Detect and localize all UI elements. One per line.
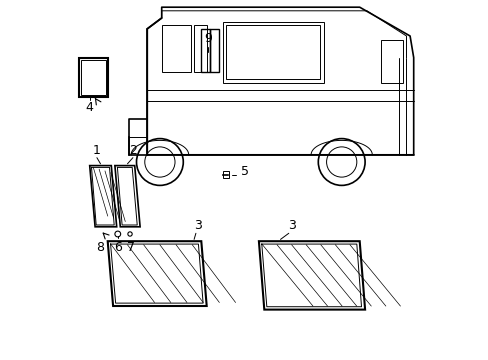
Text: 3: 3	[287, 219, 295, 232]
Text: 3: 3	[193, 219, 201, 232]
Text: 5: 5	[241, 165, 248, 177]
Bar	[223, 22, 323, 83]
Text: 9: 9	[204, 32, 212, 45]
Bar	[79, 58, 107, 97]
Bar	[223, 171, 229, 178]
Text: 2: 2	[129, 144, 137, 157]
Text: 6: 6	[114, 241, 122, 254]
Bar	[194, 25, 206, 72]
Text: 7: 7	[127, 241, 135, 254]
Bar	[226, 25, 320, 79]
Bar	[81, 60, 105, 95]
Text: 8: 8	[96, 241, 104, 254]
Bar	[381, 40, 402, 83]
Text: 1: 1	[93, 144, 101, 157]
Bar	[210, 29, 219, 72]
Text: 4: 4	[85, 101, 93, 114]
Bar	[201, 29, 210, 72]
